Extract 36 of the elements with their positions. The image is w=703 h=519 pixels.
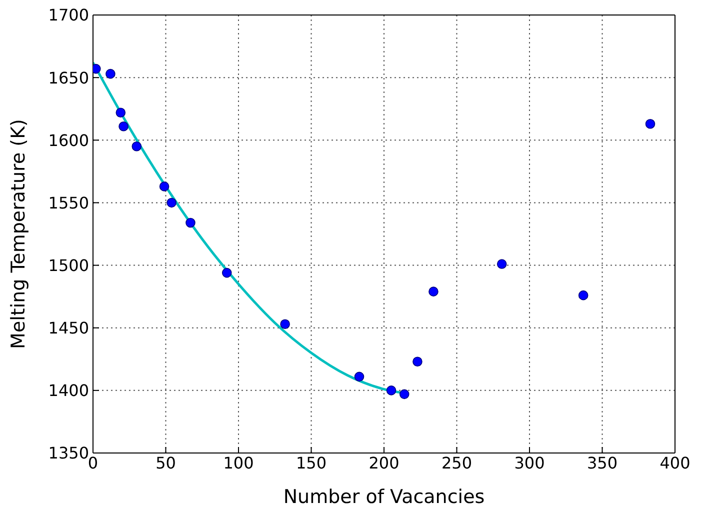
point	[106, 68, 116, 79]
point	[186, 218, 196, 228]
point	[116, 108, 126, 118]
x-tick-label: 300	[514, 453, 545, 472]
y-tick-label: 1500	[48, 256, 89, 275]
y-tick-label: 1400	[48, 381, 89, 400]
point	[386, 386, 396, 396]
y-tick-label: 1700	[48, 6, 89, 25]
x-tick-label: 400	[660, 453, 690, 472]
point	[159, 182, 170, 192]
point	[354, 372, 364, 382]
point	[166, 198, 176, 208]
point	[645, 118, 656, 129]
x-axis-title: Number of Vacancies	[283, 486, 485, 508]
point	[496, 259, 507, 269]
point	[132, 142, 142, 152]
point	[222, 268, 232, 278]
y-tick-label: 1650	[48, 68, 89, 88]
y-tick-label: 1550	[48, 193, 89, 212]
point	[118, 121, 128, 132]
point	[399, 389, 410, 400]
y-axis-title: Melting Temperature (K)	[8, 119, 30, 349]
point	[428, 286, 438, 296]
x-tick-label: 0	[88, 453, 98, 472]
point	[412, 356, 422, 367]
y-tick-label: 1600	[48, 130, 89, 150]
y-tick-label: 1350	[48, 444, 89, 463]
x-tick-label: 250	[441, 453, 472, 472]
x-tick-label: 350	[586, 453, 618, 472]
point	[280, 319, 290, 330]
x-tick-label: 150	[296, 453, 327, 472]
x-tick-label: 200	[368, 453, 400, 472]
point	[578, 290, 588, 300]
x-tick-label: 50	[156, 453, 176, 472]
x-tick-label: 100	[223, 453, 254, 472]
y-tick-label: 1450	[48, 318, 89, 338]
